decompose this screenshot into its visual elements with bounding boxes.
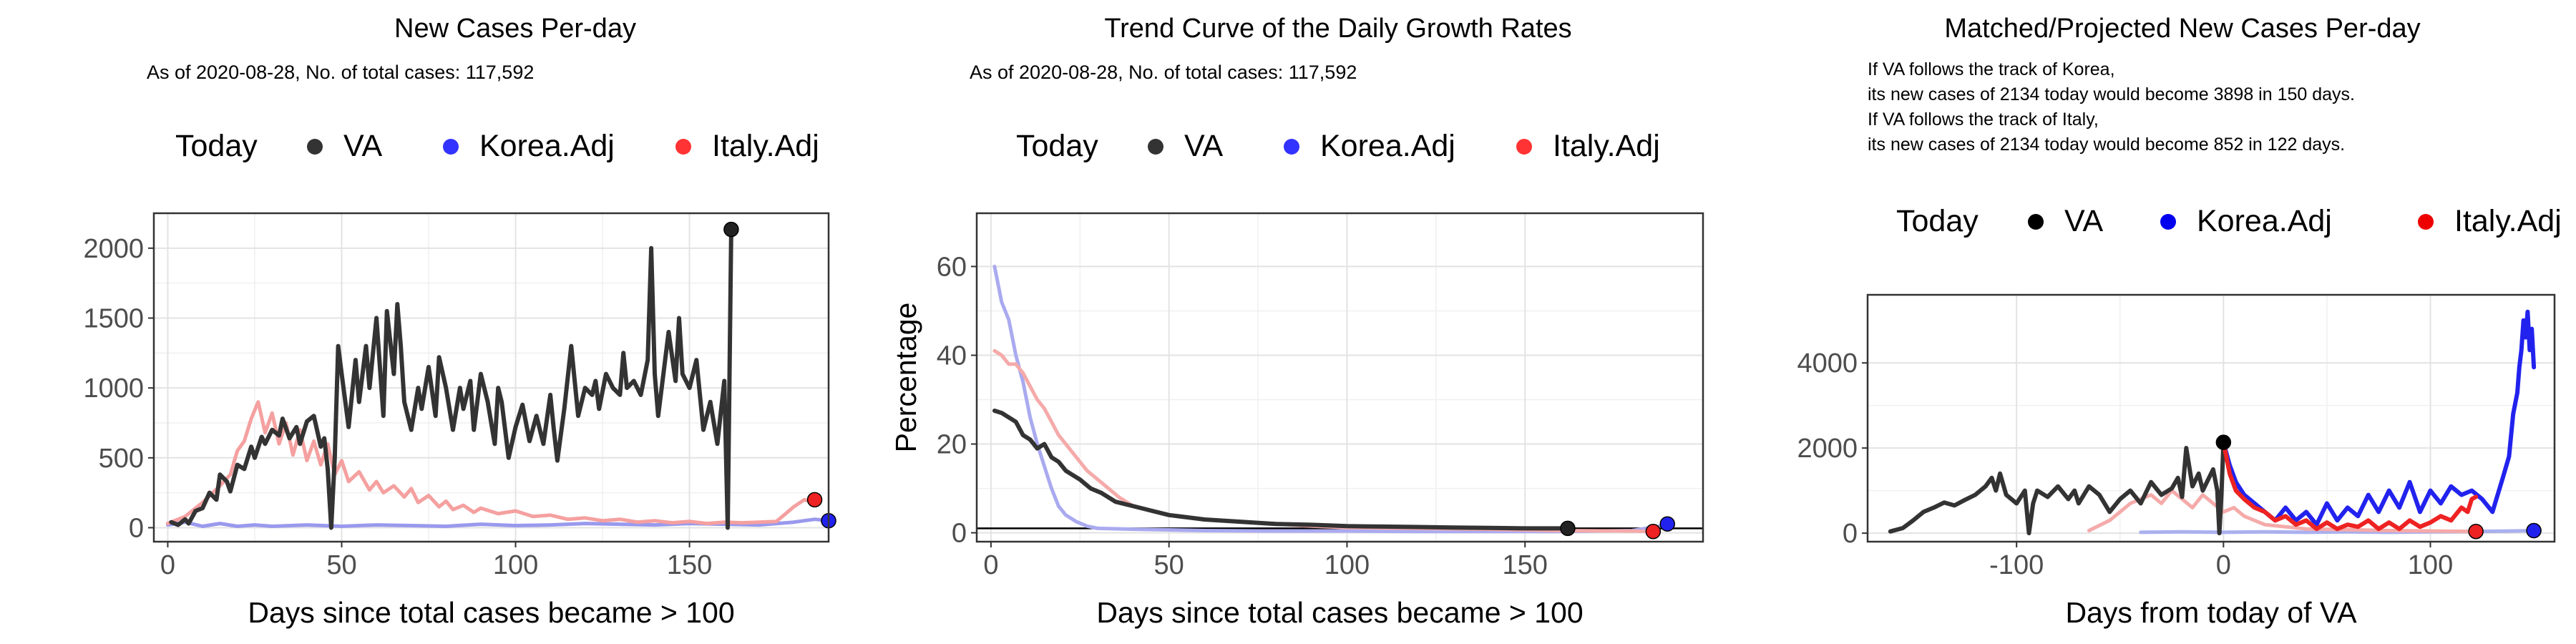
legend-label: VA — [1184, 129, 1223, 163]
y-tick-label: 4000 — [1797, 348, 1858, 379]
subtitle-line: If VA follows the track of Italy, — [1868, 109, 2099, 130]
plot-area — [1868, 295, 2555, 542]
y-tick-label: 1000 — [83, 374, 144, 404]
x-tick-label: -100 — [1989, 550, 2044, 580]
today-point-italy-adj — [1645, 523, 1662, 540]
chart-title: Matched/Projected New Cases Per-day — [1944, 14, 2420, 44]
chart-growth-rates: Trend Curve of the Daily Growth Rates As … — [889, 14, 1704, 629]
subtitle-line: its new cases of 2134 today would become… — [1868, 84, 2355, 104]
legend-title: Today — [1016, 129, 1098, 163]
chart-matched-projected: Matched/Projected New Cases Per-day If VA… — [1797, 14, 2561, 629]
x-tick-label: 100 — [1324, 550, 1370, 580]
today-point-va — [1560, 520, 1576, 537]
legend-key-1 — [2160, 214, 2176, 230]
legend-key-2 — [675, 139, 691, 155]
series-line-va — [169, 227, 733, 530]
series-line-korea-adj — [165, 517, 829, 528]
y-tick-label: 500 — [99, 444, 144, 474]
series-group — [977, 264, 1703, 534]
subtitle-line: If VA follows the track of Korea, — [1868, 59, 2115, 79]
today-point-italy-adj — [2468, 523, 2484, 540]
series-line-va — [992, 409, 1570, 531]
x-tick-label: 100 — [2408, 550, 2453, 580]
x-axis-label: Days from today of VA — [2065, 596, 2357, 629]
legend-title: Today — [175, 129, 258, 163]
series-line-korea-adj — [992, 264, 1669, 534]
legend-key-1 — [1284, 139, 1299, 155]
x-axis-label: Days since total cases became > 100 — [1096, 596, 1583, 629]
legend-key-0 — [1148, 139, 1163, 155]
legend-label: Italy.Adj — [2454, 204, 2562, 238]
series-line-italy-adj-projected — [2221, 440, 2479, 532]
plot-area — [977, 213, 1703, 542]
x-tick-label: 100 — [493, 550, 538, 580]
y-tick-label: 2000 — [83, 234, 144, 264]
x-axis-label: Days since total cases became > 100 — [248, 596, 734, 629]
today-point-korea-adj — [1659, 516, 1675, 532]
today-point-va — [723, 221, 739, 238]
plot-border — [1866, 293, 2556, 543]
today-point-va — [2215, 434, 2232, 450]
series-group — [165, 227, 829, 530]
series-group — [1888, 309, 2537, 536]
legend-label: Korea.Adj — [1320, 129, 1455, 163]
series-line-italy-adj — [165, 400, 817, 526]
legend-title: Today — [1896, 204, 1979, 238]
x-tick-label: 150 — [1503, 550, 1548, 580]
y-axis-label: Percentage — [889, 303, 922, 453]
chart-title: Trend Curve of the Daily Growth Rates — [1104, 14, 1571, 44]
y-tick-label: 60 — [937, 252, 967, 282]
legend-key-2 — [2418, 214, 2434, 230]
series-line-va — [1888, 440, 2226, 536]
y-tick-label: 20 — [937, 430, 967, 460]
legend-label: Italy.Adj — [712, 129, 819, 163]
today-point-italy-adj — [806, 492, 823, 508]
legend-label: VA — [2064, 204, 2103, 238]
legend-label: VA — [343, 129, 382, 163]
x-tick-label: 150 — [667, 550, 712, 580]
x-tick-label: 50 — [1154, 550, 1184, 580]
y-tick-label: 40 — [937, 341, 967, 371]
y-tick-label: 0 — [952, 519, 967, 549]
chart-title: New Cases Per-day — [394, 14, 636, 44]
chart-new-cases-per-day: New Cases Per-day As of 2020-08-28, No. o… — [83, 14, 836, 629]
x-tick-label: 50 — [326, 550, 356, 580]
series-line-korea-adj — [2139, 529, 2536, 535]
y-tick-label: 2000 — [1797, 434, 1858, 464]
plot-area — [154, 213, 829, 542]
x-tick-label: 0 — [2216, 550, 2231, 580]
series-line-korea-adj-projected — [2221, 309, 2537, 527]
y-tick-label: 0 — [1843, 519, 1858, 549]
y-tick-label: 1500 — [83, 303, 144, 333]
chart-subtitle: As of 2020-08-28, No. of total cases: 11… — [147, 62, 534, 83]
x-tick-label: 0 — [983, 550, 998, 580]
chart-subtitle: As of 2020-08-28, No. of total cases: 11… — [970, 62, 1357, 83]
x-tick-label: 0 — [160, 550, 175, 580]
legend-label: Korea.Adj — [2197, 204, 2332, 238]
legend-key-2 — [1516, 139, 1532, 155]
plot-border — [975, 212, 1704, 543]
legend-key-0 — [307, 139, 323, 155]
subtitle-line: its new cases of 2134 today would become… — [1868, 135, 2345, 155]
legend-key-0 — [2028, 214, 2044, 230]
today-point-korea-adj — [2526, 522, 2542, 539]
plot-border — [152, 212, 830, 543]
legend-label: Korea.Adj — [479, 129, 615, 163]
y-tick-label: 0 — [129, 513, 144, 543]
legend-key-1 — [443, 139, 459, 155]
legend-label: Italy.Adj — [1553, 129, 1660, 163]
